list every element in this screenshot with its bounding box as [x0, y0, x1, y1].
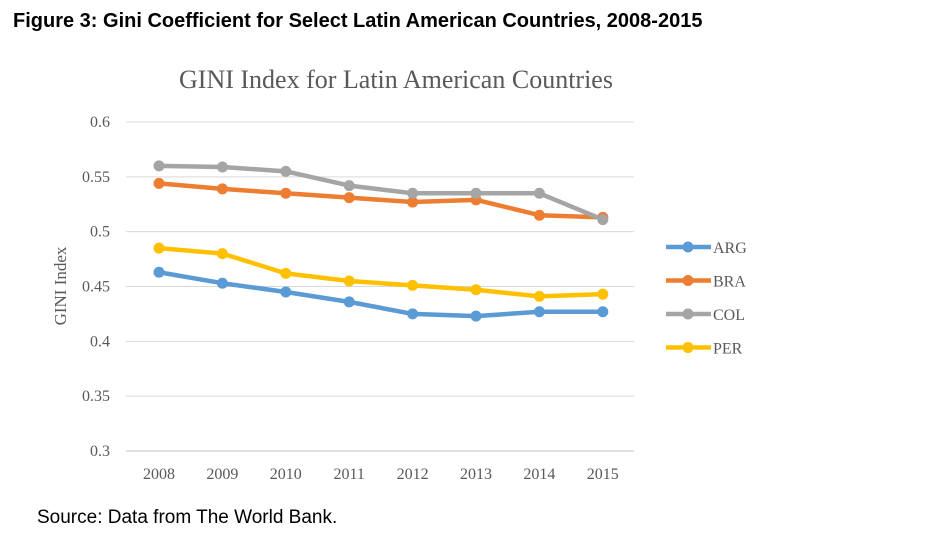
data-point	[153, 177, 165, 189]
legend: ARG BRA COL PER	[666, 240, 747, 358]
data-point	[216, 248, 228, 260]
data-point	[533, 187, 545, 199]
x-tick-label: 2010	[270, 466, 302, 483]
x-tick-label: 2008	[143, 466, 175, 483]
data-point	[470, 187, 482, 199]
series-line	[156, 163, 606, 222]
data-point	[153, 266, 165, 278]
legend-label: COL	[713, 307, 745, 324]
data-point	[407, 196, 419, 208]
data-point	[216, 161, 228, 173]
y-tick-labels: 0.3 0.35 0.4 0.45 0.5 0.55 0.6	[82, 114, 110, 460]
series-col	[153, 160, 609, 226]
series-line	[156, 269, 606, 319]
data-point	[597, 214, 609, 226]
legend-item-per: PER	[666, 341, 743, 358]
legend-label: PER	[713, 341, 743, 358]
legend-marker	[682, 342, 694, 353]
source-note: Source: Data from The World Bank.	[37, 507, 338, 528]
x-tick-label: 2011	[333, 466, 364, 483]
data-point	[533, 306, 545, 318]
y-axis-label: GINI Index	[51, 246, 70, 325]
data-point	[343, 296, 355, 308]
data-point	[216, 183, 228, 195]
legend-item-bra: BRA	[666, 274, 746, 291]
data-point	[216, 277, 228, 289]
y-tick-label: 0.3	[90, 443, 110, 460]
x-tick-label: 2012	[397, 466, 429, 483]
x-tick-labels: 2008 2009 2010 2011 2012 2013 2014 2015	[143, 466, 619, 483]
series-arg	[153, 266, 609, 322]
data-point	[533, 209, 545, 221]
y-tick-label: 0.5	[90, 224, 110, 241]
data-point	[407, 279, 419, 291]
data-point	[470, 310, 482, 322]
data-point	[343, 275, 355, 287]
data-point	[280, 267, 292, 279]
gridlines	[126, 121, 634, 452]
data-point	[343, 180, 355, 192]
legend-marker	[682, 308, 694, 320]
legend-label: ARG	[713, 240, 747, 257]
data-point	[597, 306, 609, 318]
series-per	[153, 242, 609, 302]
x-tick-label: 2013	[460, 466, 492, 483]
y-tick-label: 0.4	[90, 333, 110, 350]
y-tick-label: 0.55	[82, 169, 110, 186]
y-tick-label: 0.35	[82, 388, 110, 405]
y-tick-label: 0.45	[82, 279, 110, 296]
data-point	[343, 192, 355, 204]
x-tick-label: 2014	[523, 466, 555, 483]
data-point	[280, 165, 292, 177]
data-point	[153, 160, 165, 172]
y-tick-label: 0.6	[90, 114, 110, 131]
data-point	[407, 308, 419, 320]
data-point	[153, 242, 165, 254]
figure-title: Figure 3: Gini Coefficient for Select La…	[13, 10, 703, 32]
data-point	[470, 284, 482, 296]
legend-item-col: COL	[666, 307, 745, 324]
legend-label: BRA	[713, 274, 746, 291]
x-tick-label: 2009	[206, 466, 238, 483]
legend-marker	[682, 275, 694, 286]
x-tick-label: 2015	[587, 466, 619, 483]
legend-item-arg: ARG	[666, 240, 747, 257]
data-point	[533, 290, 545, 302]
data-point	[280, 286, 292, 298]
legend-marker	[682, 241, 694, 253]
data-point	[597, 288, 609, 300]
data-point	[407, 187, 419, 199]
series-bra	[153, 177, 609, 223]
series-lines	[153, 160, 609, 322]
series-line	[156, 181, 606, 220]
data-point	[280, 187, 292, 199]
series-line	[156, 245, 606, 299]
chart-title: GINI Index for Latin American Countries	[179, 65, 613, 94]
